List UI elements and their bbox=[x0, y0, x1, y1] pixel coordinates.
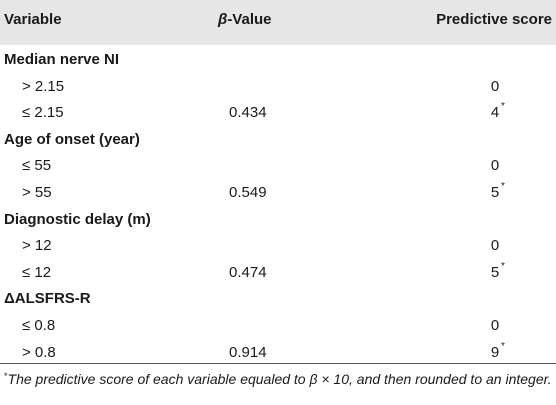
predictive-score: 5 * bbox=[490, 181, 505, 201]
predictive-score: 0 bbox=[490, 157, 500, 174]
score-footnote-mark: * bbox=[501, 260, 505, 272]
footnote-mark: * bbox=[4, 371, 8, 381]
table-row: ≤ 2.15 0.434 4 * bbox=[0, 98, 556, 125]
beta-value: 0.914 bbox=[229, 343, 267, 361]
score-value: 5 bbox=[490, 263, 500, 281]
score-value: 9 bbox=[490, 343, 500, 361]
header-beta-value: β-Value bbox=[218, 11, 272, 28]
row-label: > 55 bbox=[22, 183, 52, 201]
score-footnote-mark: * bbox=[501, 180, 505, 192]
table-row: > 12 0 bbox=[0, 231, 556, 258]
group-title: ΔALSFRS-R bbox=[4, 290, 91, 308]
group-title: Diagnostic delay (m) bbox=[4, 210, 151, 228]
score-value: 0 bbox=[490, 237, 500, 255]
group-title: Age of onset (year) bbox=[4, 130, 140, 148]
table-row: > 0.8 0.914 9 * bbox=[0, 338, 556, 365]
row-label: > 0.8 bbox=[22, 343, 56, 361]
predictive-score: 5 * bbox=[490, 261, 505, 281]
bottom-rule bbox=[0, 363, 556, 364]
footnote: *The predictive score of each variable e… bbox=[4, 371, 552, 387]
predictive-score: 4 * bbox=[490, 101, 505, 122]
data-table: Variable β-Value Predictive score Median… bbox=[0, 0, 556, 364]
predictive-score: 0 bbox=[490, 317, 500, 334]
table-header: Variable β-Value Predictive score bbox=[0, 0, 556, 45]
header-variable: Variable bbox=[4, 11, 62, 28]
group-title: Median nerve NI bbox=[4, 51, 120, 68]
row-label: > 12 bbox=[22, 237, 52, 255]
header-predictive-score: Predictive score bbox=[436, 11, 552, 28]
row-label: ≤ 0.8 bbox=[22, 316, 56, 334]
row-label: > 2.15 bbox=[22, 77, 65, 95]
beta-symbol: β bbox=[218, 11, 228, 28]
score-value: 4 bbox=[490, 104, 500, 122]
table-row: > 55 0.549 5 * bbox=[0, 178, 556, 205]
beta-value: 0.474 bbox=[229, 263, 267, 281]
table-row: ≤ 55 0 bbox=[0, 151, 556, 178]
score-value: 0 bbox=[490, 157, 500, 175]
beta-suffix: -Value bbox=[227, 11, 272, 28]
group-title-row: ΔALSFRS-R bbox=[0, 284, 556, 311]
predictive-score: 0 bbox=[490, 78, 500, 95]
table-row: ≤ 12 0.474 5 * bbox=[0, 258, 556, 285]
predictive-score: 0 bbox=[490, 237, 500, 254]
row-label: ≤ 12 bbox=[22, 263, 52, 281]
table-row: > 2.15 0 bbox=[0, 72, 556, 99]
footnote-text: The predictive score of each variable eq… bbox=[7, 371, 552, 387]
row-label: ≤ 2.15 bbox=[22, 104, 64, 122]
beta-value: 0.434 bbox=[229, 104, 267, 122]
row-label: ≤ 55 bbox=[22, 157, 52, 175]
score-value: 0 bbox=[490, 77, 500, 95]
table-body: Median nerve NI > 2.15 0 ≤ 2.15 0.434 4 * Age o… bbox=[0, 45, 556, 364]
score-footnote-mark: * bbox=[501, 340, 505, 352]
beta-value: 0.549 bbox=[229, 183, 267, 201]
score-footnote-mark: * bbox=[501, 101, 505, 113]
table-row: ≤ 0.8 0 bbox=[0, 311, 556, 338]
group-title-row: Diagnostic delay (m) bbox=[0, 205, 556, 232]
group-title-row: Age of onset (year) bbox=[0, 125, 556, 152]
predictive-score: 9 * bbox=[490, 341, 505, 361]
score-value: 5 bbox=[490, 183, 500, 201]
group-title-row: Median nerve NI bbox=[0, 45, 556, 72]
score-value: 0 bbox=[490, 316, 500, 334]
